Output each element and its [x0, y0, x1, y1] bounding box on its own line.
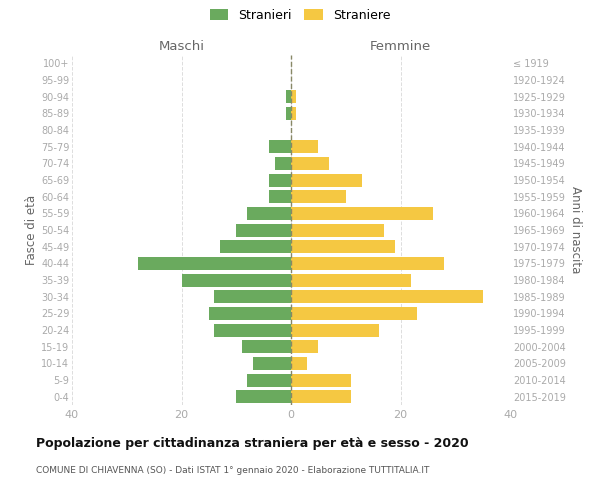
Bar	[291, 307, 417, 320]
Bar	[214, 324, 291, 336]
Bar	[291, 324, 379, 336]
Bar	[291, 90, 296, 103]
Text: Femmine: Femmine	[370, 40, 431, 52]
Bar	[269, 174, 291, 186]
Bar	[291, 340, 319, 353]
Bar	[286, 90, 291, 103]
Y-axis label: Anni di nascita: Anni di nascita	[569, 186, 583, 274]
Bar	[275, 157, 291, 170]
Bar	[291, 190, 346, 203]
Bar	[236, 390, 291, 403]
Bar	[291, 107, 296, 120]
Bar	[137, 257, 291, 270]
Bar	[291, 207, 433, 220]
Bar	[291, 290, 482, 303]
Bar	[291, 257, 445, 270]
Bar	[236, 224, 291, 236]
Bar	[242, 340, 291, 353]
Bar	[247, 207, 291, 220]
Bar	[181, 274, 291, 286]
Bar	[253, 357, 291, 370]
Bar	[247, 374, 291, 386]
Bar	[220, 240, 291, 253]
Bar	[269, 190, 291, 203]
Text: Maschi: Maschi	[158, 40, 205, 52]
Legend: Stranieri, Straniere: Stranieri, Straniere	[209, 8, 391, 22]
Bar	[291, 240, 395, 253]
Bar	[291, 157, 329, 170]
Bar	[291, 174, 362, 186]
Bar	[291, 224, 384, 236]
Bar	[291, 390, 351, 403]
Text: Popolazione per cittadinanza straniera per età e sesso - 2020: Popolazione per cittadinanza straniera p…	[36, 438, 469, 450]
Bar	[214, 290, 291, 303]
Y-axis label: Fasce di età: Fasce di età	[25, 195, 38, 265]
Bar	[286, 107, 291, 120]
Bar	[269, 140, 291, 153]
Bar	[209, 307, 291, 320]
Text: COMUNE DI CHIAVENNA (SO) - Dati ISTAT 1° gennaio 2020 - Elaborazione TUTTITALIA.: COMUNE DI CHIAVENNA (SO) - Dati ISTAT 1°…	[36, 466, 430, 475]
Bar	[291, 140, 319, 153]
Bar	[291, 274, 412, 286]
Bar	[291, 357, 307, 370]
Bar	[291, 374, 351, 386]
